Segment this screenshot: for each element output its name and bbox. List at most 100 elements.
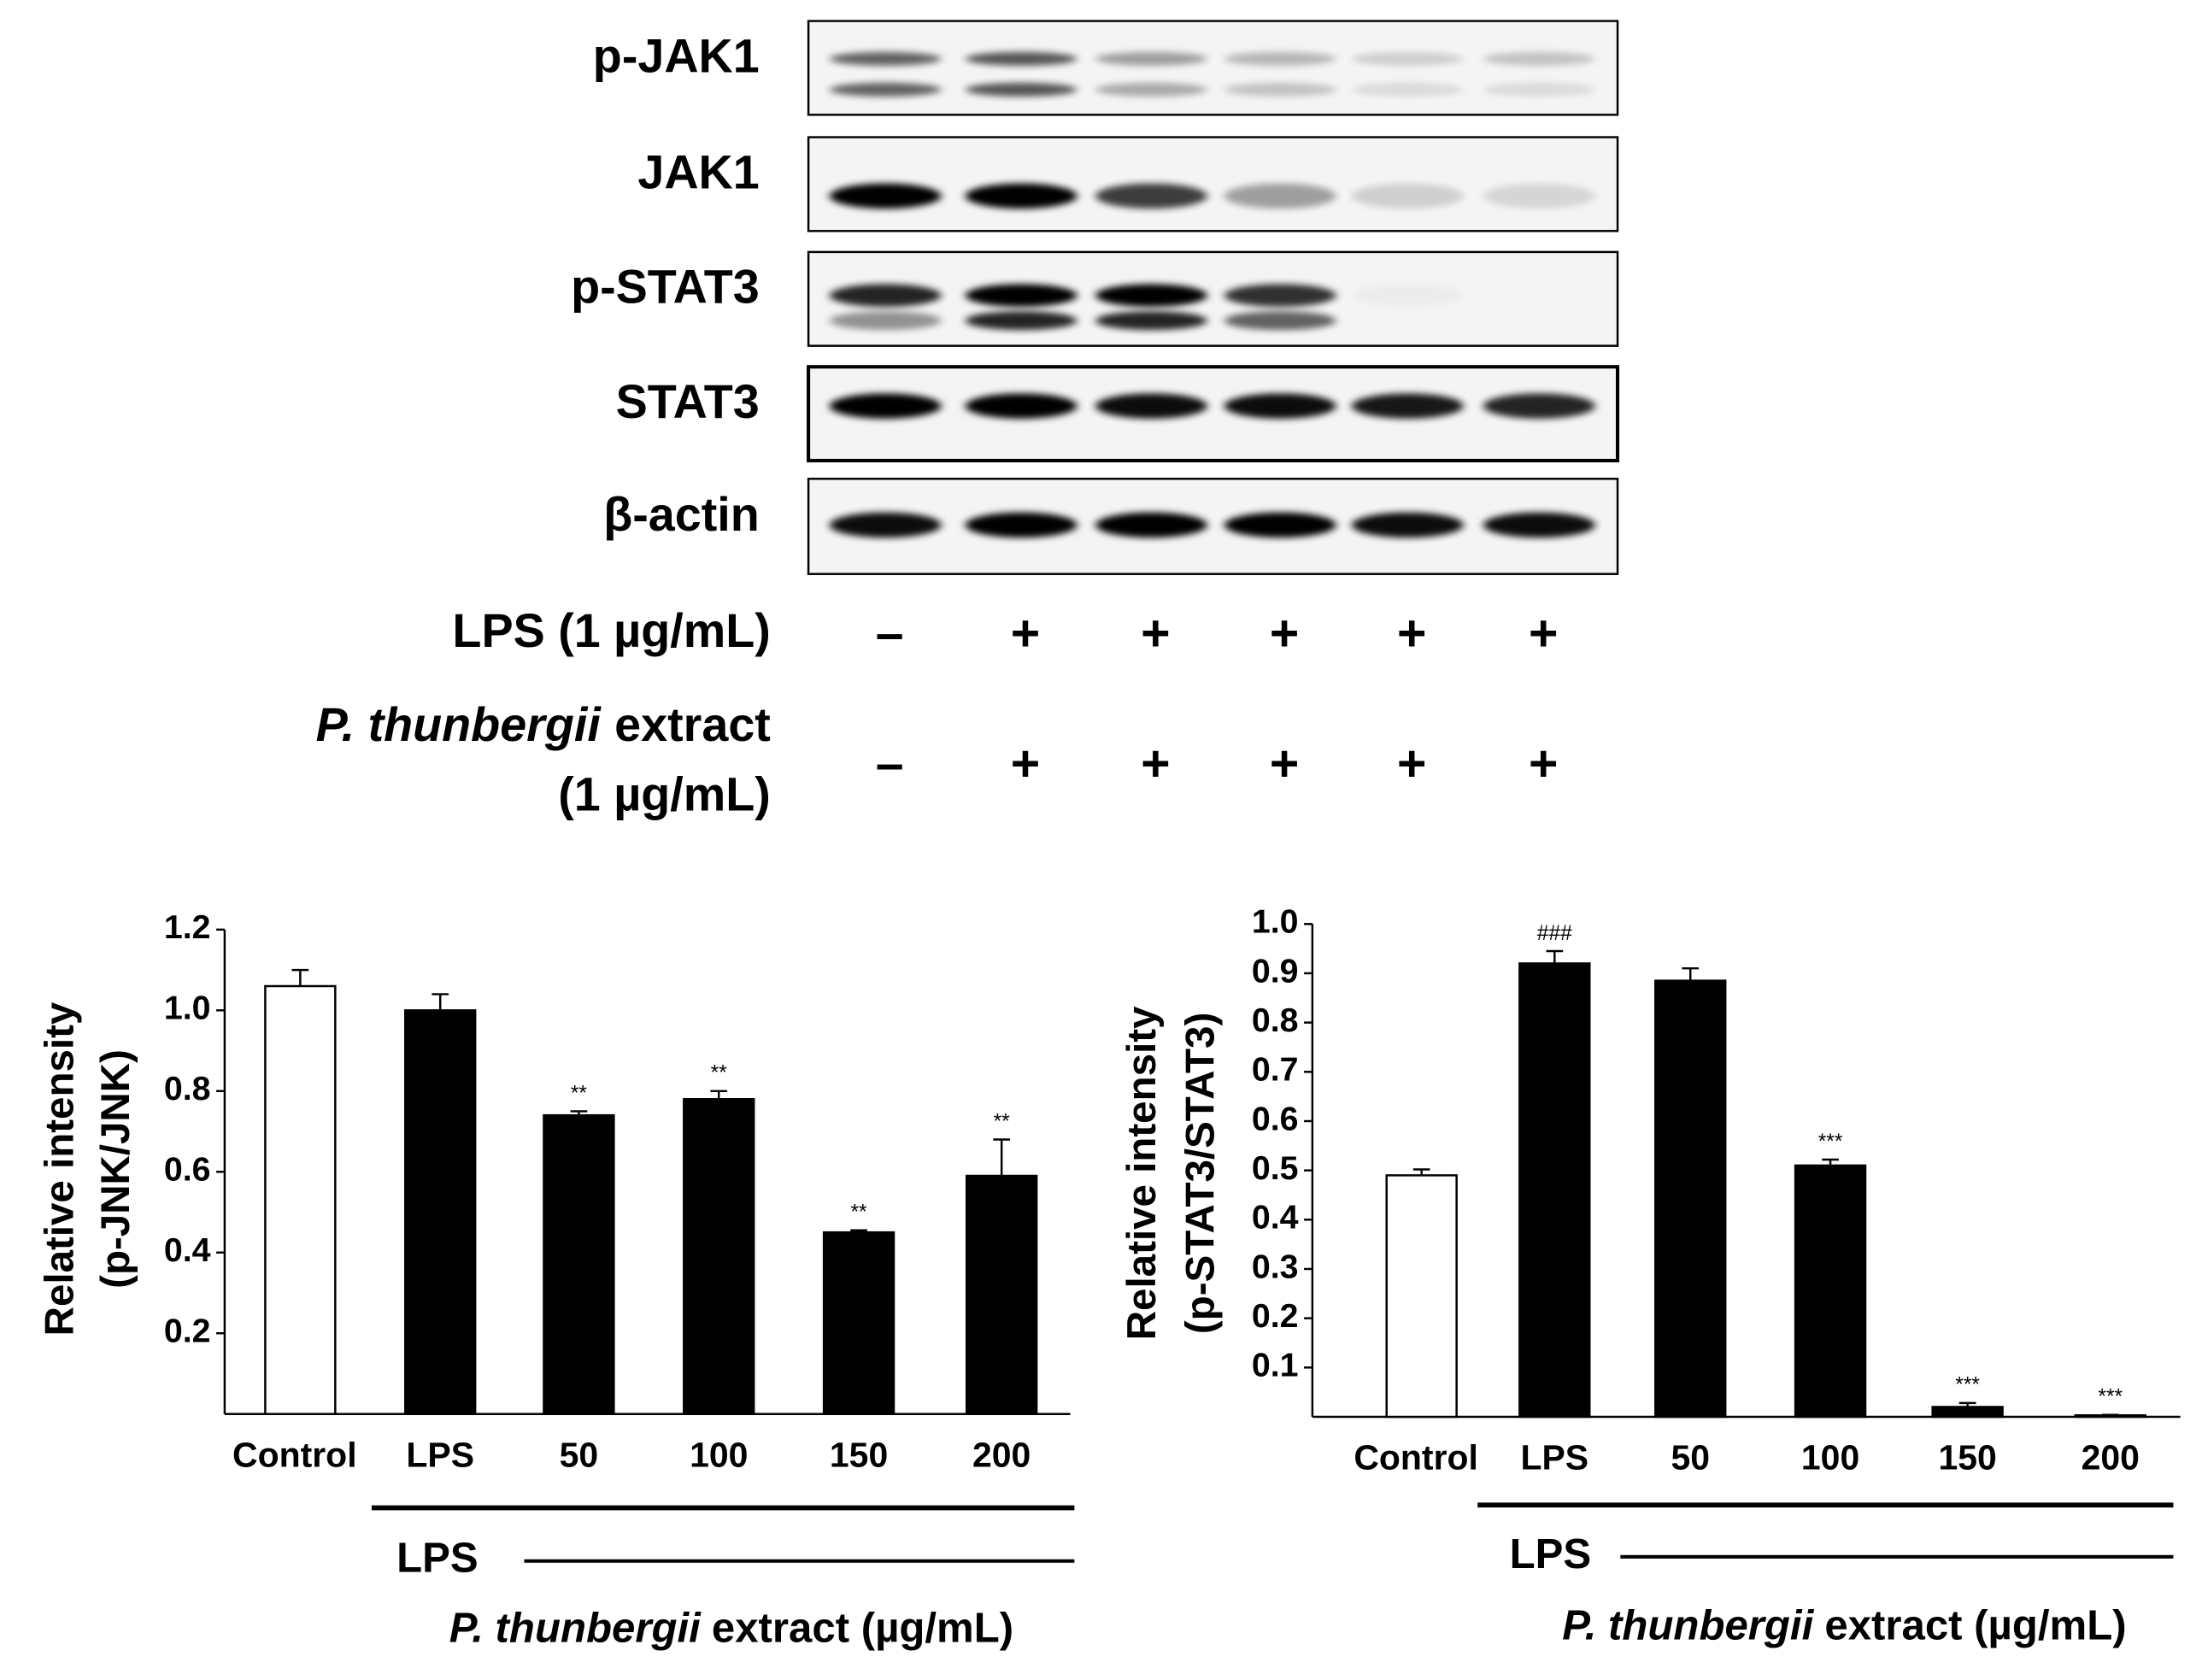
error-bar [2101,1413,2119,1416]
y-tick-label: 0.6 [164,1151,211,1189]
treatment-sign: + [1011,736,1040,791]
significance-label: ** [994,1110,1011,1133]
y-tick-label: 0.4 [164,1231,211,1269]
blot-band [965,51,1078,66]
y-tick-label: 0.2 [1252,1297,1299,1335]
x-tick-label: 50 [1671,1438,1710,1477]
blot-band [1095,512,1208,538]
y-tick-label: 0.9 [1252,952,1299,990]
blot-band [829,51,942,66]
blot-band [829,512,942,538]
significance-label: *** [1818,1131,1843,1154]
error-bar [432,993,449,1011]
bar [822,1231,895,1415]
blot-band [1483,183,1595,209]
y-tick-label: 0.3 [1252,1248,1299,1285]
bar [683,1098,755,1415]
group-label: LPS [396,1536,479,1582]
y-tick-label: 0.2 [164,1313,211,1350]
blot-band [1224,284,1336,307]
y-tick-label: 0.5 [1252,1149,1299,1187]
x-tick-label: LPS [1521,1438,1589,1477]
significance-label: ** [571,1082,588,1105]
treatment-sign: + [1529,736,1558,791]
treatment-sign: + [1529,606,1558,661]
treatment-label: (1 µg/mL) [558,768,771,821]
bar [543,1113,615,1415]
blot-band [965,284,1078,307]
error-bar [291,968,309,986]
error-bar [1958,1401,1976,1407]
error-bar [993,1138,1011,1177]
treatment-label-italic: P. thunbergii [316,698,602,751]
y-tick-label: 1.0 [164,990,211,1027]
blot-band [1351,512,1464,538]
blot-band [1351,183,1464,209]
significance-label: *** [2098,1386,2123,1409]
treatment-sign: + [1397,606,1426,661]
blot-band [1095,393,1208,419]
treatment-sign: – [876,736,904,791]
blot-band [1224,311,1336,331]
x-tick-label: LPS [406,1435,474,1474]
y-axis-label: (p-STAT3/STAT3) [1178,1013,1224,1334]
blot-band [1224,51,1336,66]
y-axis-label: Relative intensity [1119,1006,1165,1340]
blot-band [965,183,1078,209]
blot-band [1224,82,1336,97]
blot-band [1483,393,1595,419]
significance-label: ** [711,1062,728,1085]
y-tick-label: 0.8 [1252,1002,1299,1039]
blot-row-label: p-STAT3 [571,261,760,314]
blot-band [1483,512,1595,538]
significance-label: *** [1955,1374,1980,1397]
x-axis-label-rest: extract (µg/mL) [1824,1602,2126,1648]
blot-band [829,82,942,97]
blot-band [829,393,942,419]
blot-row-label: p-JAK1 [593,29,760,82]
blot-panel [807,478,1619,575]
error-bar [1546,949,1564,964]
treatment-label: P. thunbergii extract [316,698,771,751]
blot-band [1351,51,1464,66]
blot-band [965,393,1078,419]
treatment-sign: + [1011,606,1040,661]
error-bar [1412,1168,1430,1176]
bar [1518,962,1591,1419]
x-tick-label: Control [232,1435,357,1474]
blot-band [965,311,1078,331]
y-tick-label: 0.4 [1252,1199,1299,1237]
error-bar [1682,966,1700,981]
blot-panel [807,365,1620,463]
error-bar [1822,1158,1839,1166]
treatment-sign: – [876,606,904,661]
blot-band [1351,393,1464,419]
blot-band [1483,82,1595,97]
bar [264,984,337,1415]
bar [1385,1174,1458,1419]
x-axis-label-italic: P. thunbergii [1562,1602,1814,1648]
y-tick-label: 0.1 [1252,1347,1299,1384]
blot-band [1095,51,1208,66]
blot-band [1095,311,1208,331]
bar [1794,1164,1867,1419]
blot-band [1095,183,1208,209]
bar [1654,979,1727,1419]
blot-panel [807,20,1619,116]
x-tick-label: 100 [1801,1438,1859,1477]
y-axis-label: Relative intensity [37,1002,82,1336]
y-tick-label: 0.8 [164,1070,211,1107]
treatment-sign: + [1397,736,1426,791]
blot-band [829,284,942,307]
x-tick-label: Control [1353,1438,1478,1477]
blot-row-label: JAK1 [637,145,759,198]
blot-band [1095,82,1208,97]
group-label: LPS [1510,1531,1592,1577]
x-tick-label: 150 [1938,1438,1996,1477]
y-tick-label: 1.0 [1252,903,1299,941]
error-bar [850,1229,867,1233]
x-tick-label: 50 [560,1435,599,1474]
treatment-label: LPS (1 µg/mL) [452,604,770,657]
significance-label: ** [851,1201,868,1225]
